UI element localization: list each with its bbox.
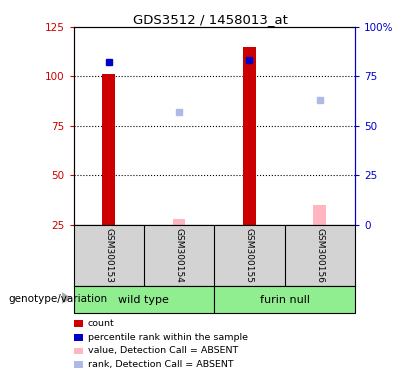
Bar <box>214 286 355 313</box>
Bar <box>74 286 214 313</box>
Bar <box>243 47 256 225</box>
Text: GDS3512 / 1458013_at: GDS3512 / 1458013_at <box>133 13 287 26</box>
Text: wild type: wild type <box>118 295 169 305</box>
Text: GSM300155: GSM300155 <box>245 228 254 283</box>
Text: rank, Detection Call = ABSENT: rank, Detection Call = ABSENT <box>88 360 234 369</box>
Polygon shape <box>62 292 71 304</box>
Text: value, Detection Call = ABSENT: value, Detection Call = ABSENT <box>88 346 238 356</box>
Text: GSM300156: GSM300156 <box>315 228 324 283</box>
Text: percentile rank within the sample: percentile rank within the sample <box>88 333 248 342</box>
Text: furin null: furin null <box>260 295 310 305</box>
Bar <box>102 74 115 225</box>
Text: count: count <box>88 319 115 328</box>
Text: GSM300154: GSM300154 <box>175 228 184 283</box>
Bar <box>173 219 185 225</box>
Text: genotype/variation: genotype/variation <box>8 294 108 304</box>
Bar <box>313 205 326 225</box>
Text: GSM300153: GSM300153 <box>104 228 113 283</box>
